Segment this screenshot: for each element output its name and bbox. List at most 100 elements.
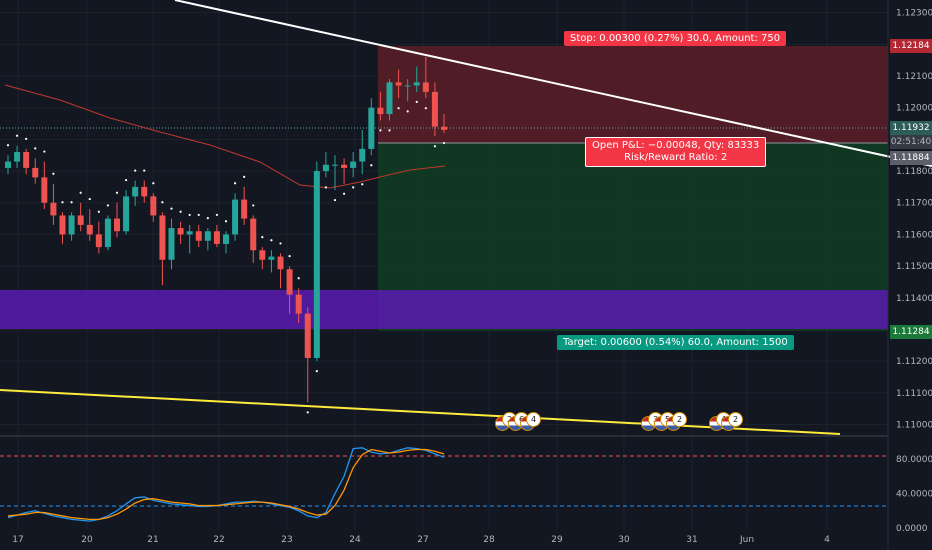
candle-body (50, 202, 57, 216)
sar-dot (115, 191, 119, 194)
candle-body (268, 256, 275, 260)
candle-body (223, 234, 229, 244)
candle-body (14, 152, 21, 162)
sar-dot (270, 239, 273, 242)
pnl-line-1: Open P&L: −0.00048, Qty: 83333 (592, 140, 760, 151)
candle-body (141, 186, 148, 197)
sar-dot (161, 201, 164, 204)
countdown-value: 02:51:40 (890, 137, 932, 147)
sar-dot (61, 201, 64, 204)
stoch-tick-label: 0.0000 (896, 524, 928, 534)
sar-dot (188, 213, 191, 217)
time-tick-label: 22 (213, 535, 224, 545)
candle-body (313, 171, 320, 358)
event-marker-count[interactable]: 4 (526, 412, 541, 427)
price-tick-label: 1.11000 (896, 420, 932, 430)
time-tick-label: 21 (147, 535, 158, 545)
time-tick-label: 23 (281, 535, 292, 545)
candle-body (195, 231, 202, 241)
candle-body (41, 177, 48, 203)
time-tick-label: 17 (12, 535, 23, 545)
candle-body (168, 228, 175, 260)
price-tick-label: 1.12300 (896, 9, 932, 19)
candle-body (32, 167, 39, 178)
sar-dot (352, 186, 355, 189)
sar-dot (342, 192, 346, 195)
stop-label[interactable]: Stop: 0.00300 (0.27%) 30.0, Amount: 750 (564, 31, 787, 46)
event-marker-count[interactable]: 2 (672, 412, 687, 427)
sar-dot (370, 164, 373, 167)
candle-body (422, 82, 429, 92)
candle-body (286, 269, 293, 295)
sar-dot (134, 169, 137, 172)
candle-body (304, 313, 311, 358)
sar-dot (15, 134, 19, 137)
candle-body (431, 91, 438, 127)
sar-dot (279, 242, 282, 245)
moving-average-line (4, 84, 446, 189)
sar-dot (252, 204, 255, 207)
time-tick-label: 30 (618, 535, 630, 545)
time-tick-label: 29 (551, 535, 563, 545)
price-tick-label: 1.11800 (896, 167, 932, 177)
time-tick-label: 24 (349, 535, 361, 545)
price-tick-label: 1.11600 (896, 230, 932, 240)
yellow-trendline (0, 389, 841, 435)
target-label[interactable]: Target: 0.00600 (0.54%) 60.0, Amount: 15… (557, 335, 794, 350)
pnl-label[interactable]: Open P&L: −0.00048, Qty: 83333 Risk/Rewa… (585, 137, 767, 167)
sar-dot (324, 186, 328, 189)
time-tick-label: Jun (739, 535, 754, 545)
time-tick-label: 31 (686, 535, 697, 545)
stop-price-tag: 1.12184 (890, 39, 932, 53)
sar-dot (215, 213, 219, 217)
sar-dot (70, 201, 73, 204)
candle-body (23, 152, 30, 168)
stoch-k-line (7, 447, 445, 522)
candle-body (341, 164, 348, 168)
sar-dot (397, 107, 400, 110)
candle-body (386, 82, 393, 115)
time-tick-label: 20 (81, 535, 93, 545)
entry-price-tag: 1.11884 (890, 151, 932, 165)
candle-body (441, 126, 447, 130)
sar-dot (433, 145, 437, 148)
sar-dot (206, 216, 209, 220)
sar-dot (152, 182, 155, 185)
candle-body (277, 256, 284, 270)
sar-dot (361, 183, 364, 186)
sar-dot (43, 150, 46, 153)
sar-dot (79, 191, 82, 194)
price-tick-label: 1.12000 (896, 104, 932, 114)
candle-body (241, 199, 248, 219)
sar-dot (415, 100, 418, 103)
sar-dot (6, 144, 10, 147)
stoch-tick-label: 40.0000 (896, 490, 932, 500)
pnl-line-2: Risk/Reward Ratio: 2 (624, 152, 728, 163)
sar-dot (288, 255, 291, 258)
candle-body (404, 85, 411, 87)
candle-body (59, 215, 66, 235)
price-tick-label: 1.11400 (896, 294, 932, 304)
candle-body (68, 215, 75, 235)
time-tick-label: 4 (824, 535, 830, 545)
sar-dot (197, 213, 200, 217)
last-price-value: 1.11932 (890, 121, 932, 135)
price-tick-label: 1.12100 (896, 72, 932, 82)
candle-body (86, 224, 93, 235)
candle-body (104, 218, 111, 248)
sar-dot (333, 198, 337, 202)
candle-body (322, 164, 329, 172)
candle-body (132, 186, 139, 197)
sar-dot (52, 172, 55, 175)
sar-dot (406, 110, 409, 113)
parabolic-sar-dots (6, 100, 446, 414)
sar-dot (124, 178, 128, 182)
candle-body (5, 161, 11, 168)
price-tick-label: 1.11100 (896, 389, 932, 399)
candle-body (377, 107, 384, 115)
event-marker-count[interactable]: 2 (728, 412, 743, 427)
sar-dot (388, 129, 391, 132)
white-trendline (174, 0, 932, 167)
candle-body (395, 82, 402, 86)
